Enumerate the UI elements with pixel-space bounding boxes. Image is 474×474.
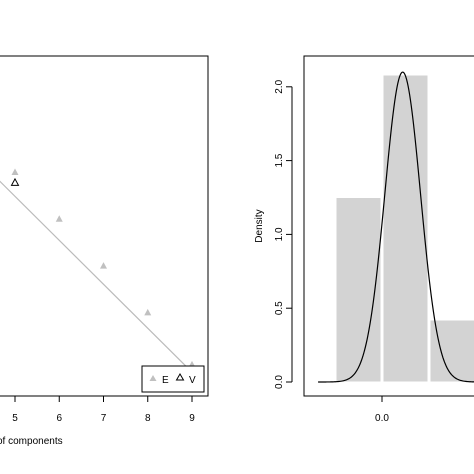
right-y-tick-label: 0.0 <box>274 375 285 389</box>
right-y-tick-label: 1.0 <box>274 227 285 241</box>
legend-v-label: V <box>189 375 196 386</box>
trend-line <box>0 180 193 373</box>
legend-e-label: E <box>162 375 169 386</box>
left-legend-box <box>141 365 205 393</box>
right-plot: 0.0 0.5 1.0 1.5 2.0 0.0 Density <box>254 55 474 424</box>
right-y-tick-label: 1.5 <box>274 153 285 167</box>
right-x-axis: 0.0 <box>375 395 474 424</box>
left-x-tick-label: 5 <box>12 413 18 424</box>
right-y-tick-label: 2.0 <box>274 79 285 93</box>
point-e-7 <box>100 262 107 269</box>
histogram-bar-0 <box>335 197 382 383</box>
point-e-8 <box>144 308 152 316</box>
left-x-tick-label: 9 <box>189 413 195 424</box>
point-e-5 <box>11 168 19 175</box>
left-x-axis: 5 6 7 8 9 <box>12 395 195 424</box>
left-x-tick-label: 8 <box>145 413 151 424</box>
right-x-tick-label: 0.0 <box>375 413 389 424</box>
legend-e-marker <box>149 375 157 381</box>
left-x-tick-label: 6 <box>56 413 62 424</box>
right-y-axis: 0.0 0.5 1.0 1.5 2.0 <box>274 79 293 389</box>
left-plot-frame <box>0 55 209 397</box>
density-curve <box>318 71 474 383</box>
left-x-axis-label: of components <box>0 436 63 447</box>
point-v-5 <box>10 177 20 186</box>
histogram-bar-2 <box>429 319 474 383</box>
point-e-6 <box>55 215 63 222</box>
left-plot-marks <box>0 168 196 373</box>
left-plot: 5 6 7 8 9 of components E V <box>0 55 209 447</box>
histogram-bar-1 <box>382 74 429 383</box>
right-y-tick-label: 0.5 <box>274 301 285 315</box>
legend-v-marker <box>175 373 185 381</box>
left-x-tick-label: 7 <box>101 413 107 424</box>
right-y-axis-label: Density <box>254 209 265 242</box>
left-legend: E V <box>141 365 205 393</box>
histogram-bars <box>335 74 474 383</box>
